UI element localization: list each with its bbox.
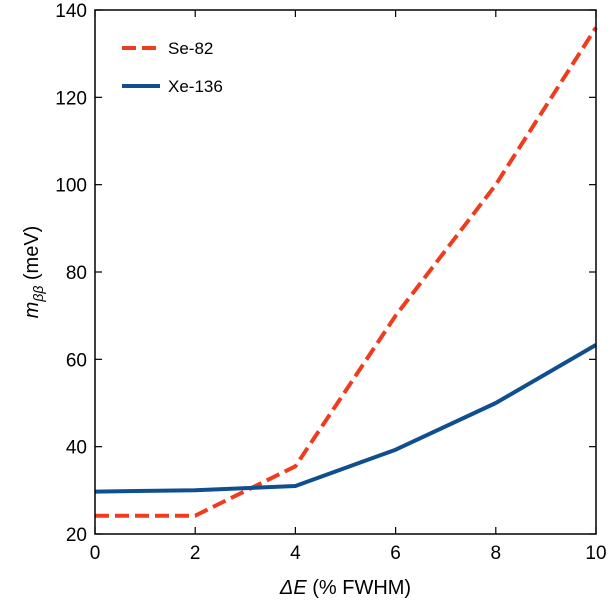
x-axis-label: ΔE (% FWHM) (279, 577, 411, 599)
y-tick-label: 20 (66, 525, 87, 546)
series-layer (94, 26, 598, 518)
x-tick-label: 2 (190, 543, 201, 564)
ticks-layer (94, 9, 597, 535)
y-tick-label: 140 (55, 1, 87, 22)
y-tick-label: 120 (55, 88, 87, 109)
x-tick-label: 10 (585, 543, 606, 564)
y-tick-label: 80 (66, 263, 87, 284)
x-axis-label-symbol: ΔE (279, 577, 307, 599)
x-axis-label-unit: (% FWHM) (307, 577, 411, 599)
y-tick-label: 100 (55, 176, 87, 197)
tick-labels-layer: 0 2 4 6 8 10 20 40 60 80 100 120 140 (55, 1, 606, 564)
y-axis-label: mββ (meV) (21, 226, 46, 319)
series-line-xe-136 (94, 343, 598, 494)
y-axis-label-symbol: m (21, 302, 43, 319)
x-tick-label: 6 (390, 543, 401, 564)
legend: Se-82 Xe-136 (122, 39, 223, 96)
legend-label-xe-136: Xe-136 (168, 77, 223, 96)
y-axis-label-unit: (meV) (21, 226, 43, 286)
x-tick-label: 4 (290, 543, 301, 564)
x-tick-label: 0 (90, 543, 101, 564)
y-tick-label: 40 (66, 438, 87, 459)
series-line-se-82 (95, 26, 598, 518)
y-axis-label-subscript: ββ (30, 286, 46, 303)
legend-label-se-82: Se-82 (168, 39, 213, 58)
x-tick-label: 8 (491, 543, 502, 564)
y-tick-label: 60 (66, 350, 87, 371)
